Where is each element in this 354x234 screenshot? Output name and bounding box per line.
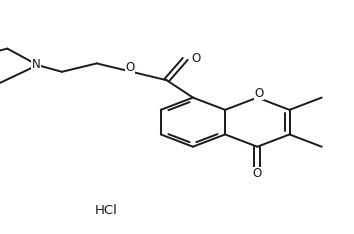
Text: HCl: HCl: [95, 204, 118, 217]
Text: O: O: [192, 52, 201, 65]
Text: N: N: [32, 58, 40, 71]
Text: O: O: [255, 87, 264, 100]
Text: O: O: [125, 61, 135, 74]
Text: O: O: [253, 168, 262, 180]
